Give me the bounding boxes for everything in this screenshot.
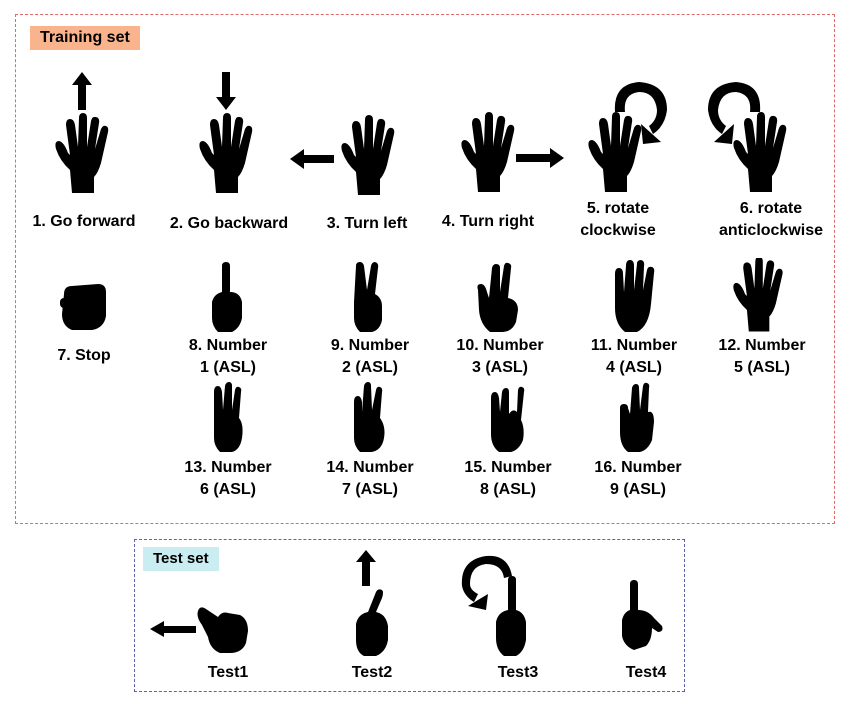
gesture-label: 4. Turn right xyxy=(441,213,535,230)
asl-2-hand-icon xyxy=(354,262,382,332)
gesture-label: 13. Number 6 (ASL) xyxy=(168,457,288,501)
test-label: Test3 xyxy=(497,664,539,681)
gesture-label-line1: 11. Number xyxy=(590,337,678,354)
gesture-label-line1: 8. Number xyxy=(188,337,268,354)
gesture-label-line2: 3 (ASL) xyxy=(472,359,528,376)
hand-open-anticlockwise-arrow-icon xyxy=(708,82,787,192)
test-set-label: Test set xyxy=(143,547,219,571)
test-set-panel: Test set xyxy=(134,539,685,692)
asl-6-hand-icon xyxy=(214,382,243,452)
gesture-label-line2: 2 (ASL) xyxy=(342,359,398,376)
gesture-label-line2: anticlockwise xyxy=(718,222,824,239)
asl-5-hand-icon xyxy=(733,258,783,332)
gesture-label-line2: 5 (ASL) xyxy=(734,359,790,376)
hand-open-clockwise-arrow-icon xyxy=(588,82,667,192)
gesture-label-line1: 6. rotate xyxy=(739,200,803,217)
gesture-label-line2: 8 (ASL) xyxy=(480,481,536,498)
gesture-label: 9. Number 2 (ASL) xyxy=(310,335,430,379)
hand-open-down-arrow-icon xyxy=(199,72,253,193)
gesture-label: 1. Go forward xyxy=(32,213,136,230)
gesture-label-line2: 7 (ASL) xyxy=(342,481,398,498)
test-label: Test4 xyxy=(625,664,667,681)
gesture-label-line2: 9 (ASL) xyxy=(610,481,666,498)
gesture-label-line2: 1 (ASL) xyxy=(200,359,256,376)
asl-4-hand-icon xyxy=(615,260,655,332)
training-set-panel: Training set xyxy=(15,14,835,524)
gesture-label: 8. Number 1 (ASL) xyxy=(168,335,288,379)
asl-9-hand-icon xyxy=(620,382,654,452)
gesture-label-line1: 12. Number xyxy=(718,337,806,354)
pointing-hand-icon xyxy=(622,580,663,650)
asl-3-hand-icon xyxy=(477,262,518,332)
hand-open-left-arrow-icon xyxy=(290,115,395,195)
gesture-label-line1: 15. Number xyxy=(464,459,552,476)
fist-icon xyxy=(60,284,106,330)
gesture-label: 11. Number 4 (ASL) xyxy=(574,335,694,379)
gesture-label: 14. Number 7 (ASL) xyxy=(310,457,430,501)
asl-1-hand-icon xyxy=(212,262,242,332)
asl-7-hand-icon xyxy=(354,382,385,452)
test-label: Test2 xyxy=(351,664,393,681)
gesture-label: 5. rotate clockwise xyxy=(568,198,668,242)
gesture-label: 6. rotate anticlockwise xyxy=(708,198,834,242)
gesture-label: 2. Go backward xyxy=(169,215,289,232)
hand-open-right-arrow-icon xyxy=(461,112,564,192)
training-set-label: Training set xyxy=(30,26,140,50)
gesture-label-line1: 16. Number xyxy=(594,459,682,476)
gesture-label-line1: 14. Number xyxy=(326,459,414,476)
gesture-label-line2: 4 (ASL) xyxy=(606,359,662,376)
gesture-label: 15. Number 8 (ASL) xyxy=(448,457,568,501)
asl-8-hand-icon xyxy=(491,386,525,452)
gesture-label: 3. Turn left xyxy=(326,215,408,232)
hand-open-up-arrow-icon xyxy=(55,72,109,193)
gesture-label: 7. Stop xyxy=(57,347,111,364)
gesture-label: 10. Number 3 (ASL) xyxy=(440,335,560,379)
gesture-label: 12. Number 5 (ASL) xyxy=(702,335,822,379)
gesture-label-line1: 5. rotate xyxy=(586,200,650,217)
pointing-hand-left-arrow-icon xyxy=(150,607,248,653)
gesture-label-line1: 10. Number xyxy=(456,337,544,354)
pointing-hand-anticlockwise-arrow-icon xyxy=(461,555,526,656)
gesture-label-line2: clockwise xyxy=(580,222,656,239)
gesture-label-line2: 6 (ASL) xyxy=(200,481,256,498)
test-label: Test1 xyxy=(207,664,249,681)
pointing-hand-up-arrow-icon xyxy=(356,550,388,656)
gesture-label: 16. Number 9 (ASL) xyxy=(578,457,698,501)
gesture-label-line1: 9. Number xyxy=(330,337,410,354)
gesture-label-line1: 13. Number xyxy=(184,459,272,476)
